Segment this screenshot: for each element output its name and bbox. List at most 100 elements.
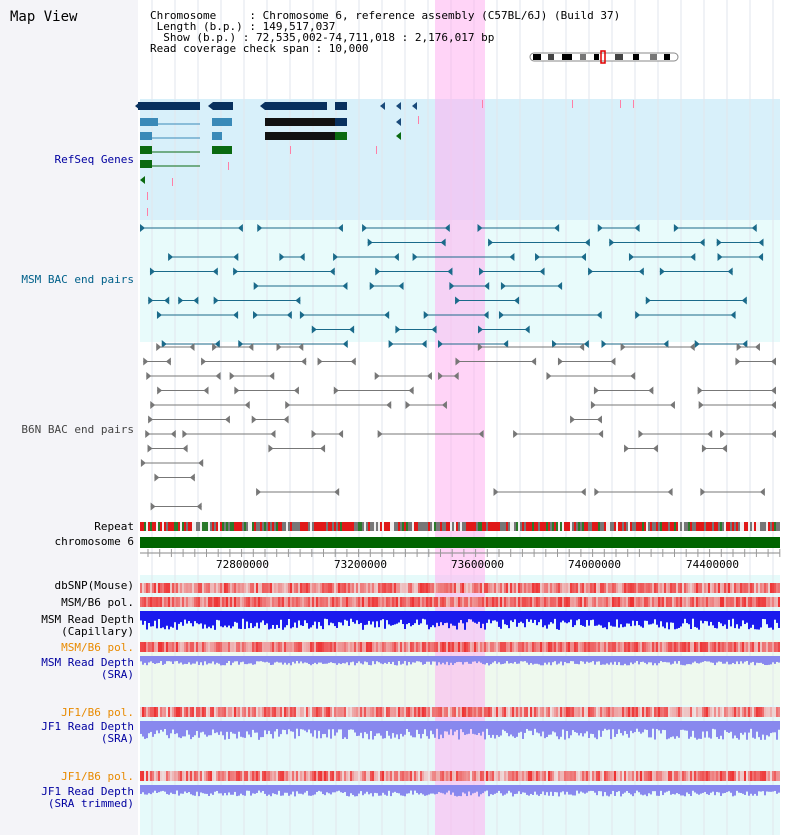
msm-pol2-cell [436,642,438,652]
jf1-pol2-cell [472,771,474,781]
depth-jf1-bar [222,721,224,736]
depth-jf1-bar [342,721,344,739]
msm-pol-cell [424,597,426,607]
depth-jf1-bar [266,721,268,735]
depth-jf1-bar [276,721,278,730]
depth-capillary-bar [316,611,318,629]
depth-msm-sra-bar [736,656,738,662]
jf1-pol-cell [216,707,218,717]
dbsnp-cell [248,583,250,593]
depth-jf1-trimmed-bar [300,785,302,794]
msm-pol-cell [456,597,458,607]
jf1-pol-cell [168,707,170,717]
jf1-pol-cell [442,707,444,717]
depth-jf1-trimmed-bar [354,785,356,797]
jf1-pol-cell [740,707,742,717]
depth-jf1-trimmed-bar [460,785,462,797]
depth-msm-sra-bar [664,656,666,662]
jf1-pol2-cell [194,771,196,781]
depth-msm-sra-bar [494,656,496,662]
dbsnp-cell [724,583,726,593]
depth-capillary-bar [674,611,676,630]
msm-pol-cell [160,597,162,607]
msm-pol2-cell [538,642,540,652]
depth-capillary-bar [388,611,390,625]
jf1-pol-cell [242,707,244,717]
jf1-pol2-cell [760,771,762,781]
depth-capillary-bar [348,611,350,626]
depth-jf1-trimmed-bar [298,785,300,794]
dbsnp-cell [234,583,236,593]
repeat-segment [618,522,620,531]
repeat-segment [420,522,422,531]
jf1-pol-cell [304,707,306,717]
jf1-pol2-cell [274,771,276,781]
b6n-bac-pair-end [182,430,188,438]
depth-msm-sra-bar [394,656,396,666]
b6n-bac-pair-end [735,357,741,366]
b6n-bac-pair-end [593,386,599,395]
jf1-pol-cell [454,707,456,717]
jf1-pol-cell [762,707,764,717]
repeat-segment [688,522,690,531]
depth-msm-sra-bar [308,656,310,665]
depth-capillary-bar [758,611,760,630]
repeat-segment [506,522,508,531]
jf1-pol-cell [522,707,524,717]
msm-pol-cell [622,597,624,607]
jf1-pol-cell [184,707,186,717]
jf1-pol2-cell [630,771,632,781]
msm-pol-cell [324,597,326,607]
depth-jf1-trimmed-bar [202,785,204,794]
depth-msm-sra-bar [660,656,662,662]
dbsnp-cell [514,583,516,593]
depth-capillary-bar [556,611,558,630]
repeat-segment [764,522,766,531]
jf1-pol2-cell [306,771,308,781]
depth-jf1-trimmed-bar [494,785,496,794]
msm-pol2-cell [526,642,528,652]
repeat-segment [654,522,656,531]
depth-jf1-trimmed-bar [758,785,760,792]
ideogram-band [615,54,623,60]
msm-pol2-cell [384,642,386,652]
depth-capillary-bar [602,611,604,628]
repeat-segment [414,522,416,531]
msm-pol-cell [372,597,374,607]
dbsnp-cell [274,583,276,593]
jf1-pol-cell [494,707,496,717]
depth-jf1-trimmed-bar [284,785,286,793]
b6n-bac-pair-end [771,430,776,438]
jf1-pol-cell [228,707,230,717]
dbsnp-cell [490,583,492,593]
depth-capillary-bar [152,611,154,627]
depth-msm-sra-bar [462,656,464,665]
depth-msm-sra-bar [570,656,572,662]
jf1-pol-cell [210,707,212,717]
msm-pol-cell [648,597,650,607]
b6n-bac-pair-end [334,488,340,496]
depth-jf1-trimmed-bar [260,785,262,793]
dbsnp-cell [364,583,366,593]
msm-pol-cell [502,597,504,607]
depth-capillary-bar [230,611,232,629]
jf1-pol-cell [552,707,554,717]
dbsnp-cell [402,583,404,593]
jf1-pol-cell [588,707,590,717]
dbsnp-cell [546,583,548,593]
depth-msm-sra-bar [768,656,770,665]
repeat-segment [598,522,600,531]
msm-pol-cell [758,597,760,607]
depth-msm-sra-bar [286,656,288,665]
msm-pol2-cell [698,642,700,652]
depth-capillary-bar [352,611,354,622]
msm-pol-cell [698,597,700,607]
repeat-segment [256,522,258,531]
track-label-jf1-pol-1: JF1/B6 pol. [61,706,134,719]
msm-pol2-cell [646,642,648,652]
depth-msm-sra-bar [316,656,318,665]
depth-msm-sra-bar [270,656,272,665]
jf1-pol2-cell [264,771,266,781]
depth-jf1-trimmed-bar [676,785,678,794]
